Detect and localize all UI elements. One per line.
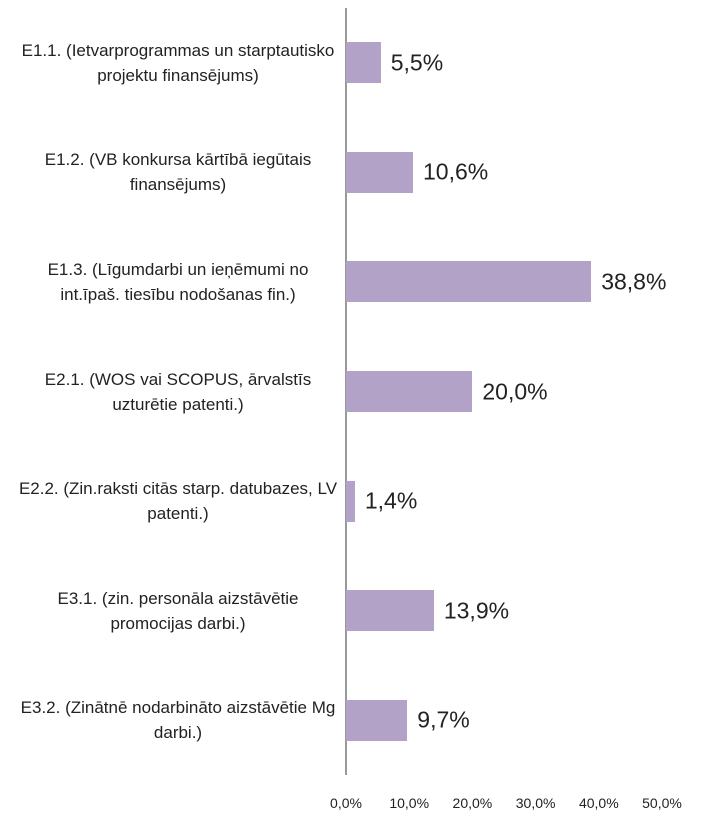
value-label: 1,4% bbox=[364, 487, 418, 514]
category-label: E2.1. (WOS vai SCOPUS, ārvalstīs uzturēt… bbox=[44, 369, 312, 414]
x-tick-label: 10,0% bbox=[389, 795, 430, 811]
category-label: E2.2. (Zin.raksti citās starp. datubazes… bbox=[18, 479, 338, 524]
value-label: 13,9% bbox=[443, 597, 510, 624]
value-label: 9,7% bbox=[417, 706, 470, 733]
bar bbox=[346, 151, 413, 193]
x-tick-label: 20,0% bbox=[452, 795, 493, 811]
bar bbox=[346, 42, 381, 84]
bar bbox=[346, 480, 355, 522]
category-label: E3.1. (zin. personāla aizstāvētie promoc… bbox=[57, 588, 299, 633]
category-label: E1.1. (Ietvarprogrammas un starptautisko… bbox=[21, 40, 335, 85]
category-label: E3.2. (Zinātnē nodarbināto aizstāvētie M… bbox=[20, 698, 336, 743]
x-tick-label: 40,0% bbox=[578, 795, 619, 811]
bar bbox=[346, 590, 434, 632]
value-label: 38,8% bbox=[601, 268, 667, 295]
value-label: 20,0% bbox=[482, 378, 548, 404]
x-tick-label: 50,0% bbox=[642, 795, 682, 811]
value-label: 5,5% bbox=[390, 49, 444, 76]
bar bbox=[346, 699, 408, 741]
category-label: E1.2. (VB konkursa kārtībā iegūtais fina… bbox=[44, 150, 312, 195]
category-label: E1.3. (Līgumdarbi un ieņēmumi no int.īpa… bbox=[47, 259, 309, 304]
bar bbox=[346, 261, 592, 303]
x-tick-label: 0,0% bbox=[330, 795, 362, 811]
value-label: 10,6% bbox=[422, 158, 489, 185]
bar bbox=[346, 371, 473, 412]
x-tick-label: 30,0% bbox=[515, 795, 556, 811]
